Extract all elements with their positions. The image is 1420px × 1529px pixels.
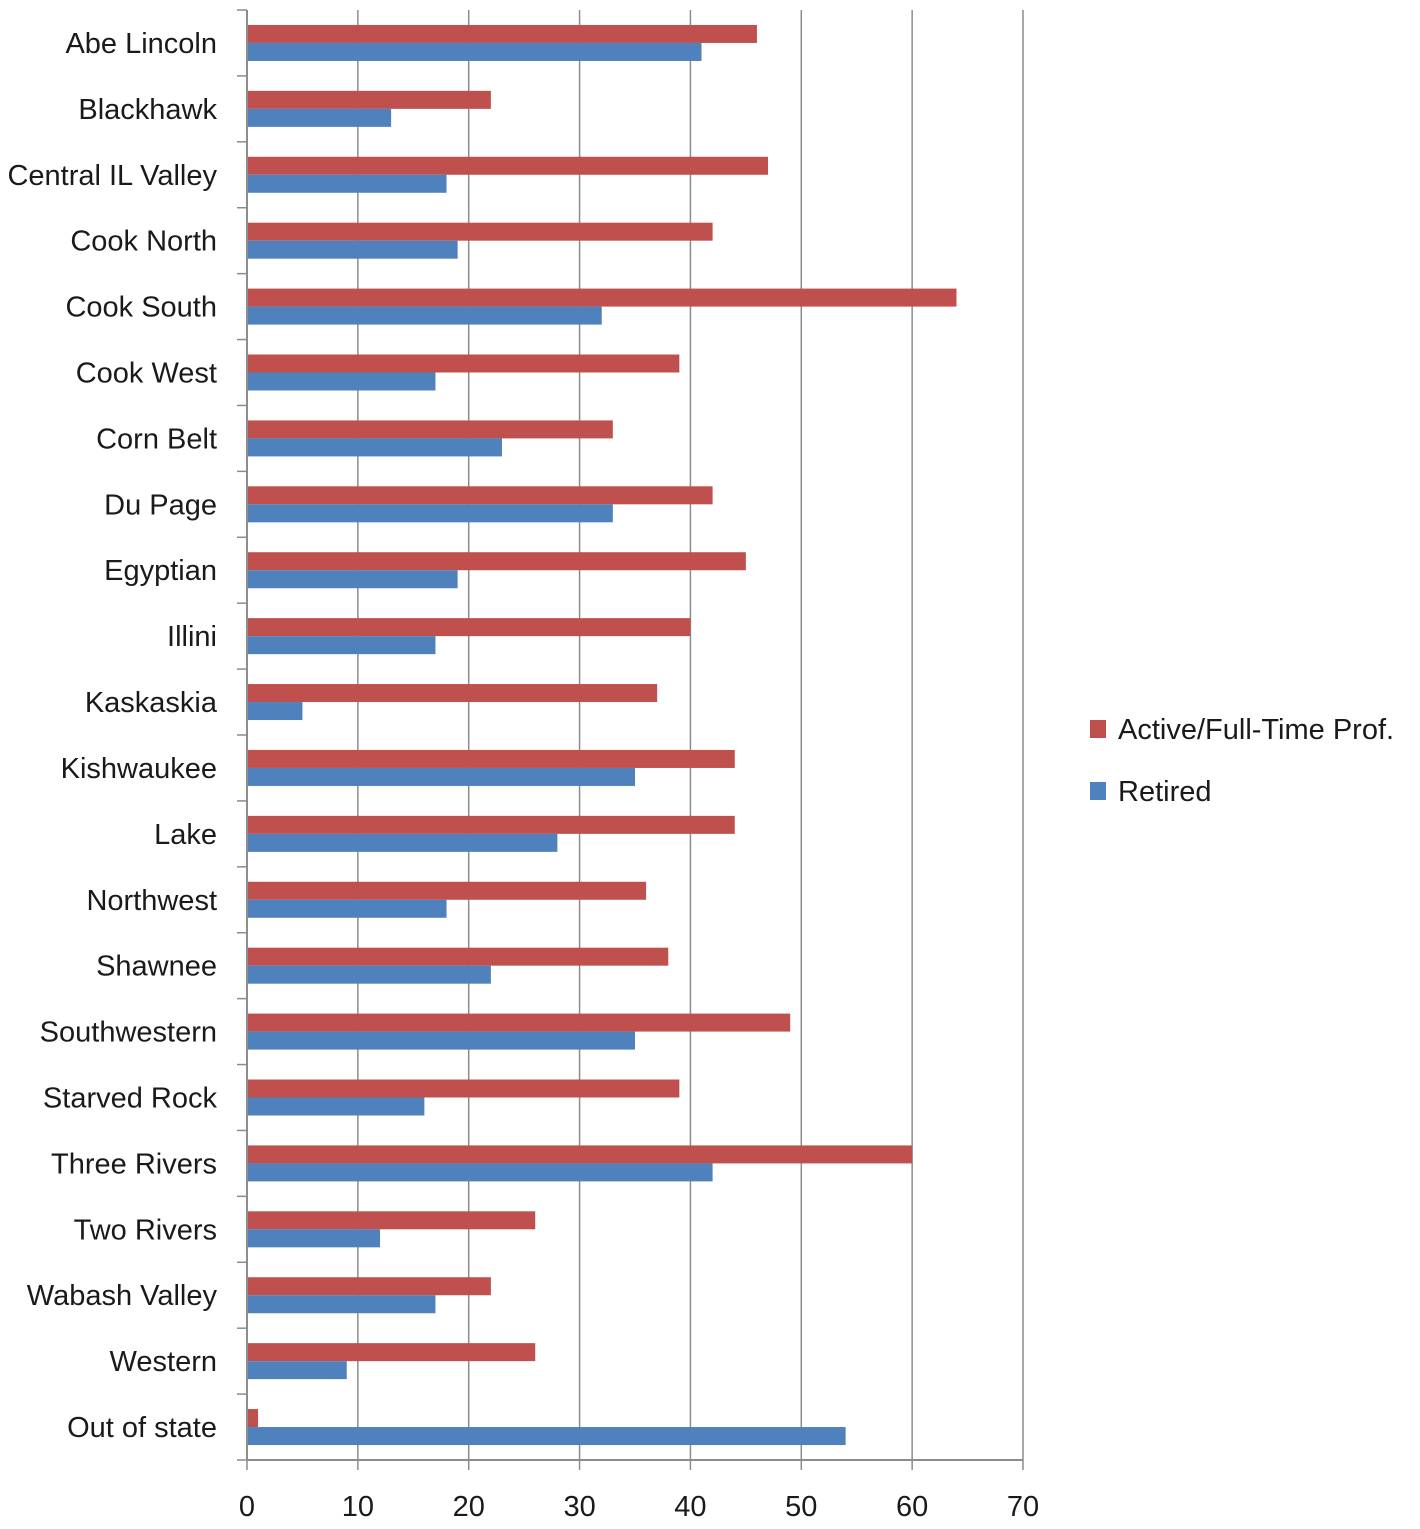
x-tick-label: 20	[453, 1491, 485, 1523]
category-label: Egyptian	[104, 555, 217, 587]
bar-retired	[247, 899, 447, 918]
x-tick-label: 0	[239, 1491, 255, 1523]
bar-retired	[247, 1031, 635, 1050]
bar-retired	[247, 570, 458, 589]
bar-active	[247, 1145, 913, 1164]
bar-active	[247, 947, 669, 966]
category-label: Cook North	[70, 226, 217, 258]
x-tick-label: 30	[563, 1491, 595, 1523]
category-label: Northwest	[86, 885, 217, 917]
x-tick-label: 10	[342, 1491, 374, 1523]
bar-active	[247, 156, 769, 175]
bar-active	[247, 1079, 680, 1098]
bar-active	[247, 1343, 536, 1362]
legend-swatch	[1090, 782, 1106, 800]
category-label: Du Page	[104, 489, 217, 521]
bar-active	[247, 420, 613, 439]
bar-retired	[247, 965, 491, 984]
bar-retired	[247, 174, 447, 193]
x-tick-label: 50	[785, 1491, 817, 1523]
bar-retired	[247, 1163, 713, 1182]
category-label: Cook South	[65, 292, 217, 324]
bar-active	[247, 486, 713, 505]
bar-retired	[247, 636, 436, 655]
bar-retired	[247, 767, 635, 786]
legend-label: Retired	[1118, 776, 1212, 808]
bars	[247, 24, 957, 1446]
category-label: Cook West	[76, 358, 217, 390]
bar-retired	[247, 504, 613, 523]
bar-active	[247, 354, 680, 373]
category-label: Western	[110, 1346, 217, 1378]
bar-retired	[247, 240, 458, 259]
bar-retired	[247, 1097, 425, 1116]
category-label: Central IL Valley	[7, 160, 217, 192]
bar-active	[247, 1013, 791, 1032]
x-tick-label: 40	[674, 1491, 706, 1523]
bar-active	[247, 288, 957, 307]
bar-retired	[247, 306, 602, 325]
category-label: Southwestern	[40, 1017, 217, 1049]
category-label: Kishwaukee	[61, 753, 217, 785]
bar-active	[247, 881, 647, 900]
category-label: Wabash Valley	[27, 1280, 218, 1312]
legend-swatch	[1090, 720, 1106, 738]
bar-retired	[247, 108, 392, 127]
bar-active	[247, 684, 658, 703]
category-label: Three Rivers	[51, 1148, 217, 1180]
category-label: Illini	[167, 621, 217, 653]
category-label: Corn Belt	[96, 423, 217, 455]
bar-retired	[247, 1295, 436, 1314]
axes	[237, 9, 1024, 1470]
category-label: Abe Lincoln	[65, 28, 217, 60]
category-label: Kaskaskia	[85, 687, 218, 719]
bar-active	[247, 552, 746, 571]
bar-retired	[247, 1229, 381, 1248]
bar-retired	[247, 438, 502, 457]
legend-label: Active/Full-Time Prof.	[1118, 714, 1394, 746]
bar-active	[247, 1409, 259, 1428]
category-label: Lake	[154, 819, 217, 851]
tick-labels: 0 10 20 30 40 50 60 70	[239, 1491, 1039, 1523]
bar-retired	[247, 1427, 846, 1446]
bar-retired	[247, 372, 436, 391]
category-labels: Abe Lincoln Blackhawk Central IL Valley Coo…	[7, 28, 217, 1444]
bar-retired	[247, 42, 702, 61]
gridlines	[357, 10, 1024, 1460]
legend: Active/Full-Time Prof. Retired	[1090, 714, 1394, 808]
bar-active	[247, 749, 735, 768]
category-label: Two Rivers	[74, 1214, 217, 1246]
bar-active	[247, 222, 713, 241]
bar-active	[247, 815, 735, 834]
bar-active	[247, 1211, 536, 1230]
bar-retired	[247, 702, 303, 721]
category-label: Shawnee	[96, 951, 217, 983]
bar-retired	[247, 833, 558, 852]
bar-active	[247, 90, 491, 109]
bar-active	[247, 24, 757, 43]
category-label: Out of state	[67, 1412, 217, 1444]
bar-retired	[247, 1361, 347, 1380]
category-label: Blackhawk	[78, 94, 217, 126]
bar-active	[247, 1277, 491, 1296]
category-label: Starved Rock	[43, 1083, 218, 1115]
x-tick-label: 60	[896, 1491, 928, 1523]
bar-active	[247, 618, 691, 637]
x-tick-label: 70	[1007, 1491, 1039, 1523]
